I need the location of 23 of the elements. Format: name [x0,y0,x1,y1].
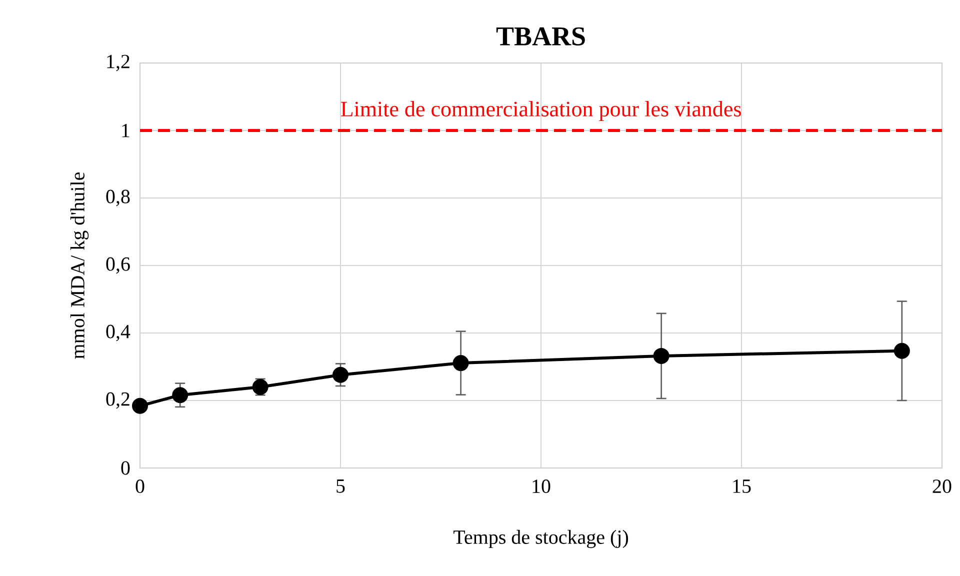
point [894,342,910,359]
x-tick-label: 5 [336,480,345,493]
x-tick-label: 10 [532,480,550,494]
y-tick-label: 1,2 [107,54,130,72]
x-axis-title: Temps de stockage (j) [453,530,628,548]
x-tick-label: 15 [733,480,751,493]
y-tick-label: 0 [121,461,130,475]
point [653,348,670,364]
x-tick-label: 20 [932,480,952,494]
y-tick-label: 0,2 [106,392,130,409]
y-tick-label: 0,4 [106,324,130,342]
point [452,355,469,372]
point [252,379,268,395]
y-tick-label: 0,6 [106,257,130,274]
ref-line-label: Limite de commercialisation pour les viandes [340,101,741,121]
point [132,398,148,414]
y-axis-title: mmol MDA/ kg d'huile [70,172,89,359]
point [172,387,188,404]
y-tick-label: 1 [122,124,130,138]
chart-title: TBARS [496,27,585,46]
point [332,366,349,383]
x-tick-label: 0 [136,480,144,494]
y-tick-label: 0,8 [106,190,130,206]
